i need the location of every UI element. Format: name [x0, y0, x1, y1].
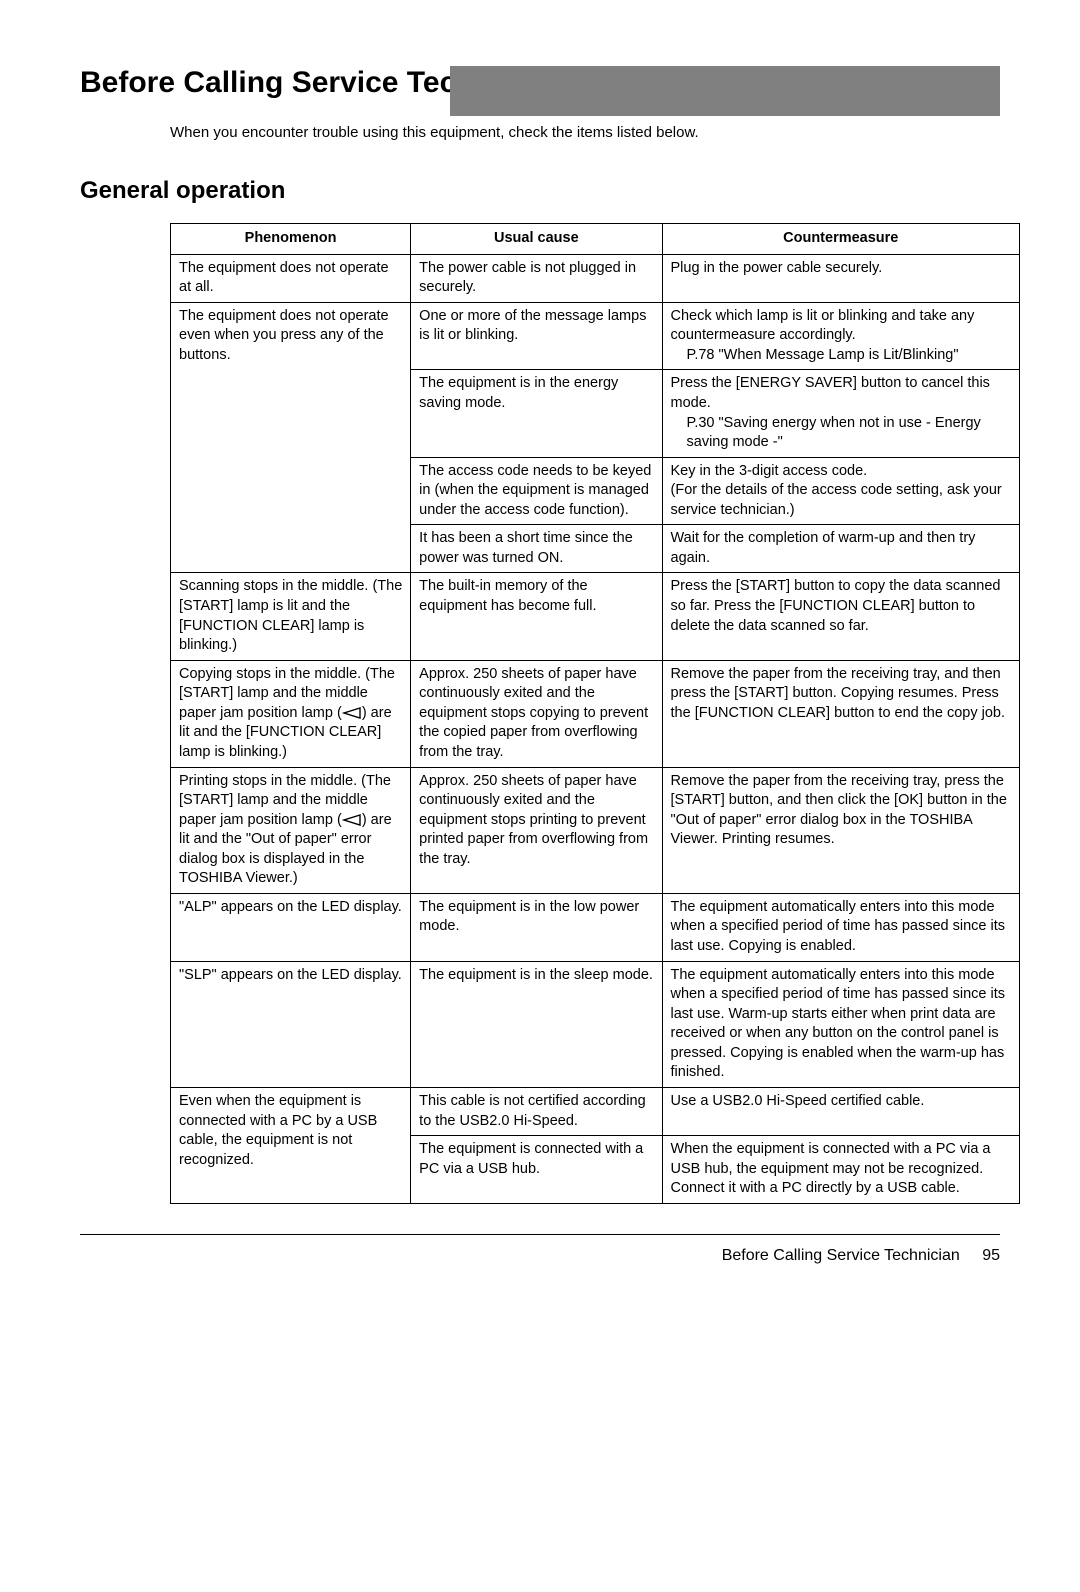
- cell-cause: The equipment is in the energy saving mo…: [411, 370, 662, 457]
- section-heading: General operation: [80, 177, 1000, 205]
- cell-phenomenon: The equipment does not operate at all.: [171, 254, 411, 302]
- cell-phenomenon: Copying stops in the middle. (The [START…: [171, 660, 411, 767]
- cell-cause: The equipment is connected with a PC via…: [411, 1136, 662, 1204]
- cell-counter: Press the [ENERGY SAVER] button to cance…: [662, 370, 1019, 457]
- counter-text: Check which lamp is lit or blinking and …: [671, 308, 975, 344]
- col-phenomenon: Phenomenon: [171, 224, 411, 255]
- table-header-row: Phenomenon Usual cause Countermeasure: [171, 224, 1020, 255]
- intro-text: When you encounter trouble using this eq…: [170, 124, 1000, 141]
- table-row: The equipment does not operate even when…: [171, 302, 1020, 370]
- paper-jam-icon: [342, 813, 362, 827]
- table-row: "ALP" appears on the LED display. The eq…: [171, 893, 1020, 961]
- footer-label: Before Calling Service Technician: [722, 1247, 960, 1264]
- table-row: Scanning stops in the middle. (The [STAR…: [171, 573, 1020, 660]
- troubleshooting-table: Phenomenon Usual cause Countermeasure Th…: [170, 223, 1020, 1204]
- cell-cause: One or more of the message lamps is lit …: [411, 302, 662, 370]
- counter-ref: P.78 "When Message Lamp is Lit/Blinking": [671, 346, 1013, 366]
- cell-cause: The built-in memory of the equipment has…: [411, 573, 662, 660]
- footer-rule: [80, 1234, 1000, 1235]
- cell-cause: The equipment is in the sleep mode.: [411, 961, 662, 1087]
- cell-cause: The access code needs to be keyed in (wh…: [411, 457, 662, 525]
- table-row: The equipment does not operate at all. T…: [171, 254, 1020, 302]
- cell-counter: Use a USB2.0 Hi-Speed certified cable.: [662, 1087, 1019, 1135]
- table-row: Copying stops in the middle. (The [START…: [171, 660, 1020, 767]
- paper-jam-icon: [342, 706, 362, 720]
- cell-counter: The equipment automatically enters into …: [662, 961, 1019, 1087]
- cell-counter: Remove the paper from the receiving tray…: [662, 767, 1019, 893]
- cell-cause: Approx. 250 sheets of paper have continu…: [411, 767, 662, 893]
- cell-phenomenon: The equipment does not operate even when…: [171, 302, 411, 573]
- page: Before Calling Service Technician When y…: [0, 66, 1080, 1592]
- table-row: "SLP" appears on the LED display. The eq…: [171, 961, 1020, 1087]
- cell-phenomenon: "SLP" appears on the LED display.: [171, 961, 411, 1087]
- counter-ref: P.30 "Saving energy when not in use - En…: [671, 414, 1013, 453]
- cell-cause: This cable is not certified according to…: [411, 1087, 662, 1135]
- cell-phenomenon: Scanning stops in the middle. (The [STAR…: [171, 573, 411, 660]
- page-number: 95: [982, 1247, 1000, 1264]
- cell-phenomenon: Printing stops in the middle. (The [STAR…: [171, 767, 411, 893]
- cell-phenomenon: Even when the equipment is connected wit…: [171, 1087, 411, 1203]
- cell-counter: The equipment automatically enters into …: [662, 893, 1019, 961]
- cell-counter: When the equipment is connected with a P…: [662, 1136, 1019, 1204]
- table-row: Printing stops in the middle. (The [STAR…: [171, 767, 1020, 893]
- table-row: Even when the equipment is connected wit…: [171, 1087, 1020, 1135]
- cell-counter: Press the [START] button to copy the dat…: [662, 573, 1019, 660]
- cell-counter: Plug in the power cable securely.: [662, 254, 1019, 302]
- cell-phenomenon: "ALP" appears on the LED display.: [171, 893, 411, 961]
- col-countermeasure: Countermeasure: [662, 224, 1019, 255]
- page-footer: Before Calling Service Technician 95: [80, 1247, 1000, 1265]
- cell-cause: It has been a short time since the power…: [411, 525, 662, 573]
- cell-counter: Remove the paper from the receiving tray…: [662, 660, 1019, 767]
- counter-text: Press the [ENERGY SAVER] button to cance…: [671, 375, 990, 411]
- cell-cause: The equipment is in the low power mode.: [411, 893, 662, 961]
- cell-counter: Check which lamp is lit or blinking and …: [662, 302, 1019, 370]
- cell-counter: Key in the 3-digit access code. (For the…: [662, 457, 1019, 525]
- cell-counter: Wait for the completion of warm-up and t…: [662, 525, 1019, 573]
- header-bar: [450, 66, 1000, 116]
- cell-cause: Approx. 250 sheets of paper have continu…: [411, 660, 662, 767]
- col-usual-cause: Usual cause: [411, 224, 662, 255]
- cell-cause: The power cable is not plugged in secure…: [411, 254, 662, 302]
